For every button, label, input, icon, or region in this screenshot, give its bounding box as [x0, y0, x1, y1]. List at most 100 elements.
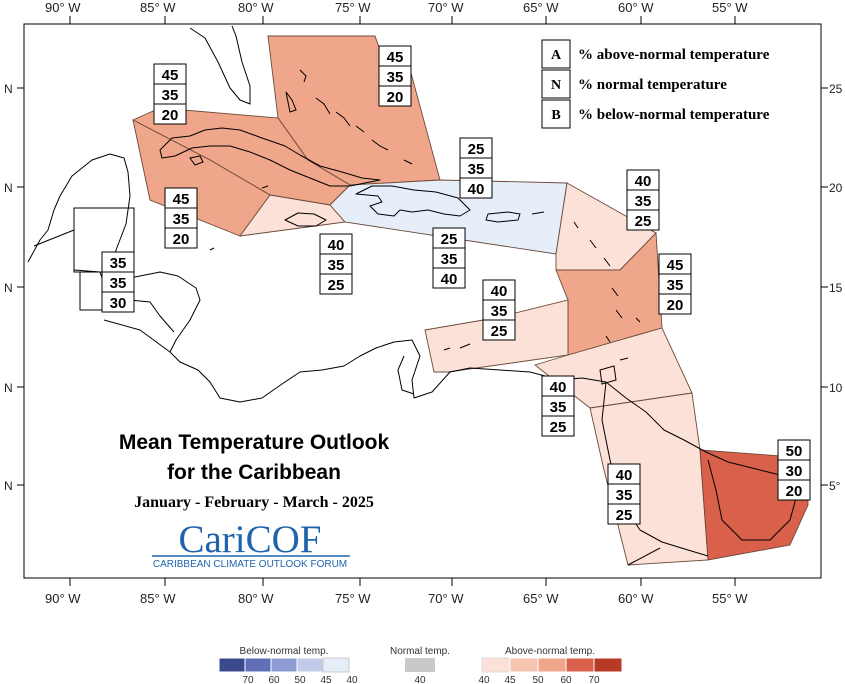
colorbar-tick: 70: [242, 675, 254, 684]
prob-box-belize: 35 35 30: [101, 251, 135, 313]
border-suriname-interior: [707, 459, 797, 541]
latitude-labels-left: N N N N N: [4, 82, 13, 493]
colorbar-swatch: [481, 657, 511, 673]
caricof-logo: CariCOF CARIBBEAN CLIMATE OUTLOOK FORUM: [152, 518, 350, 570]
prob-above: 45: [173, 191, 190, 208]
colorbar-tick: 60: [560, 675, 572, 684]
colorbar-tick: 40: [478, 675, 490, 684]
prob-above: 40: [635, 173, 652, 190]
prob-below: 20: [173, 231, 190, 248]
coast-south-america: [411, 339, 805, 479]
coast-hispaniola: [355, 185, 471, 217]
island-trinidad: [599, 365, 617, 385]
title-line-1: Mean Temperature Outlook: [119, 431, 390, 454]
prob-box-abc: 40 35 25: [482, 279, 516, 341]
colorbar-swatch: [405, 658, 435, 672]
prob-above: 25: [441, 231, 458, 248]
prob-box-hispaniola-south: 25 35 40: [432, 227, 466, 289]
legend-text: % below-normal temperature: [578, 107, 770, 123]
colorbar-swatch: [509, 657, 539, 673]
coastlines: [27, 25, 805, 566]
island-bahamas-2: [299, 69, 307, 83]
colorbar-below-label: Below-normal temp.: [240, 646, 329, 657]
island-turks: [403, 159, 413, 165]
lon-label: 90° W: [45, 591, 81, 606]
lat-label: N: [4, 281, 13, 295]
prob-box-cuba: 45 35 20: [153, 63, 187, 125]
legend-text: % normal temperature: [578, 77, 727, 93]
colorbar-below: 70 60 50 45 40: [218, 657, 358, 684]
colorbar-swatch: [565, 657, 595, 673]
colorbar-swatch: [593, 657, 623, 673]
prob-normal: 35: [328, 257, 345, 274]
island-curacao: [459, 343, 471, 349]
island-grenada: [605, 335, 611, 343]
colorbar-above: 40 45 50 60 70: [478, 657, 623, 684]
prob-above: 45: [667, 257, 684, 274]
lon-label: 80° W: [238, 0, 274, 15]
legend-letter: B: [551, 108, 560, 123]
prob-above: 50: [786, 443, 803, 460]
colorbar-tick: 40: [414, 675, 426, 684]
island-bahamas-5: [355, 125, 365, 133]
colorbar-tick: 40: [346, 675, 358, 684]
colorbar-swatch: [537, 657, 567, 673]
lat-label: N: [4, 479, 13, 493]
lat-label: 25: [829, 82, 843, 96]
lon-label: 90° W: [45, 0, 81, 15]
prob-box-western-cuba: 45 35 20: [164, 187, 198, 249]
island-barbados: [635, 317, 641, 323]
prob-normal: 35: [441, 251, 458, 268]
lon-label: 85° W: [140, 591, 176, 606]
title-block: Mean Temperature Outlook for the Caribbe…: [119, 431, 390, 511]
lon-label: 70° W: [428, 591, 464, 606]
prob-below: 20: [667, 297, 684, 314]
logo-subtitle: CARIBBEAN CLIMATE OUTLOOK FORUM: [153, 559, 347, 570]
island-leeward-3: [603, 257, 611, 267]
island-windward-1: [611, 287, 619, 297]
lat-label: N: [4, 82, 13, 96]
lat-label: 5°: [829, 479, 841, 493]
probability-boxes: 45 35 20 45 35 20 45 35 20 40 35 25 35 3…: [101, 45, 811, 525]
prob-above: 40: [550, 379, 567, 396]
island-aruba: [443, 347, 451, 351]
prob-above: 40: [616, 467, 633, 484]
colorbar-swatch: [270, 657, 298, 673]
island-leeward-1: [573, 221, 579, 229]
colorbar: Below-normal temp. Normal temp. Above-no…: [218, 646, 623, 684]
colorbar-tick: 60: [268, 675, 280, 684]
prob-below: 25: [328, 277, 345, 294]
prob-normal: 35: [667, 277, 684, 294]
islands: [209, 69, 641, 385]
colorbar-tick: 50: [294, 675, 306, 684]
island-bahamas-3: [315, 97, 331, 115]
prob-below: 25: [491, 323, 508, 340]
lat-label: 15: [829, 281, 843, 295]
prob-normal: 35: [162, 87, 179, 104]
prob-below: 20: [786, 483, 803, 500]
legend-letter-box: [541, 39, 571, 69]
prob-normal: 35: [387, 69, 404, 86]
lon-label: 85° W: [140, 0, 176, 15]
prob-above: 45: [387, 49, 404, 66]
colorbar-tick: 50: [532, 675, 544, 684]
prob-box-windward: 45 35 20: [658, 253, 692, 315]
colorbar-above-label: Above-normal temp.: [505, 646, 595, 657]
prob-normal: 35: [491, 303, 508, 320]
prob-normal: 35: [110, 275, 127, 292]
prob-box-bahamas: 45 35 20: [378, 45, 412, 107]
legend-letter: A: [551, 48, 562, 63]
lon-label: 65° W: [523, 0, 559, 15]
legend: A % above-normal temperature N % normal …: [541, 39, 770, 129]
colorbar-swatch: [322, 657, 350, 673]
lat-label: N: [4, 181, 13, 195]
prob-box-guyana: 40 35 25: [607, 463, 641, 525]
prob-below: 40: [441, 271, 458, 288]
border-nicaragua: [103, 319, 171, 353]
title-line-2: for the Caribbean: [167, 461, 341, 484]
coast-central-america: [27, 153, 413, 403]
longitude-labels-bottom: 90° W 85° W 80° W 75° W 70° W 65° W 60° …: [45, 591, 748, 606]
prob-above: 35: [110, 255, 127, 272]
island-virgin: [531, 211, 545, 215]
colorbar-swatch: [218, 657, 246, 673]
